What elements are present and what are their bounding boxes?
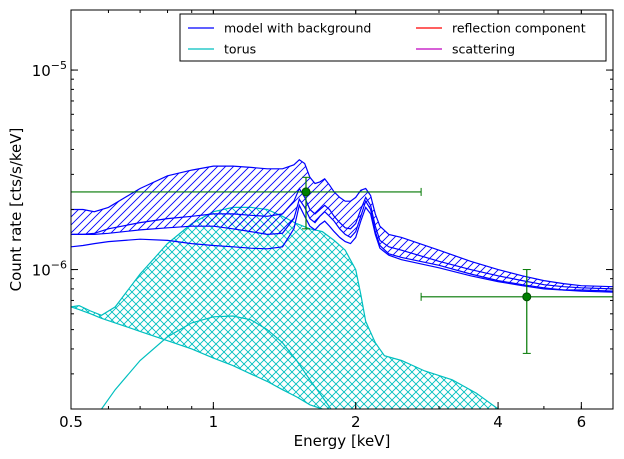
model-lower-line xyxy=(71,197,613,292)
y-tick-label: 10−5 xyxy=(32,59,67,80)
legend-label-scattering: scattering xyxy=(452,42,515,57)
legend-box xyxy=(179,13,607,62)
y-axis-label: Count rate [cts/s/keV] xyxy=(7,128,25,292)
model-inner-line xyxy=(71,187,613,290)
data-marker xyxy=(301,187,311,197)
torus-lower-line xyxy=(71,306,325,409)
data-point-1 xyxy=(71,176,422,230)
x-tick-label: 4 xyxy=(493,413,503,431)
torus-band-fill xyxy=(71,207,499,409)
legend-label-reflection: reflection component xyxy=(452,21,586,36)
x-tick-label: 0.5 xyxy=(59,413,83,431)
legend: model with background reflection compone… xyxy=(179,13,607,62)
y-tick-label: 10−6 xyxy=(32,259,67,280)
x-axis-label: Energy [keV] xyxy=(294,432,391,450)
legend-label-torus: torus xyxy=(224,42,256,57)
legend-label-model: model with background xyxy=(224,21,371,36)
x-tick-label: 6 xyxy=(577,413,587,431)
torus-inner-line xyxy=(100,315,332,409)
model-upper-line xyxy=(71,159,613,288)
data-point-2 xyxy=(420,269,613,354)
x-tick-label: 2 xyxy=(351,413,361,431)
torus-upper-line xyxy=(71,206,499,409)
plot-area xyxy=(71,159,613,409)
data-marker xyxy=(522,292,532,302)
x-tick-label: 1 xyxy=(209,413,219,431)
model-inner2-line xyxy=(71,203,613,293)
axes: 0.5 1 2 4 6 10−6 10−5 xyxy=(32,9,614,431)
